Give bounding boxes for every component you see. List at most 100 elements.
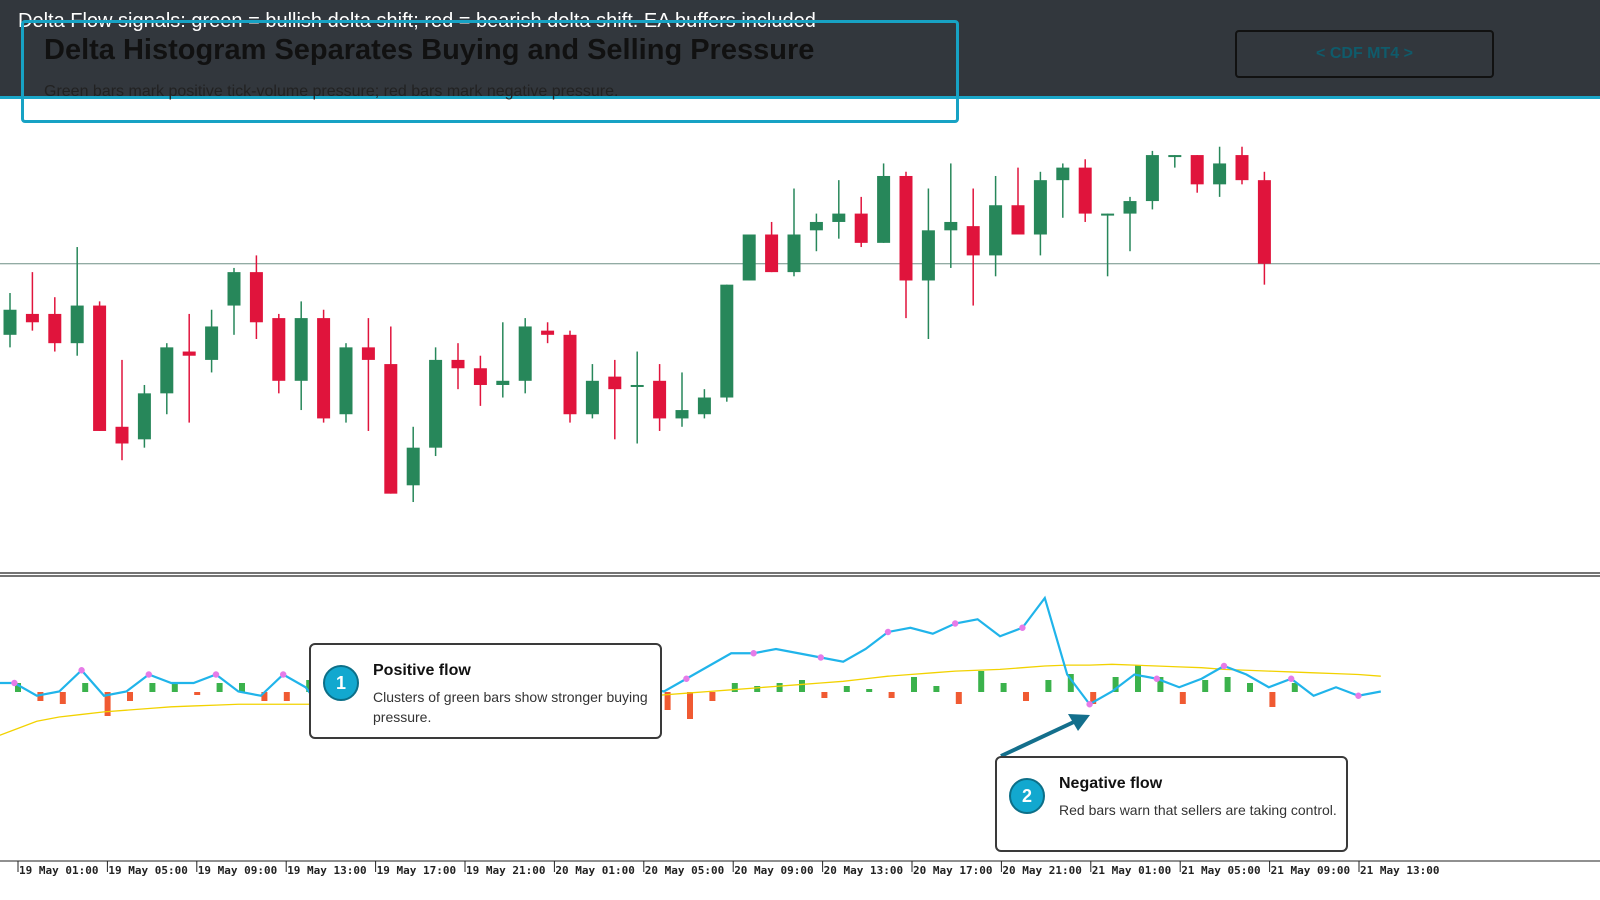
candle-body <box>854 213 868 243</box>
callout-text: Red bars warn that sellers are taking co… <box>1059 802 1337 818</box>
candle-body <box>541 330 555 335</box>
candle-body <box>339 347 353 415</box>
delta-histogram-bar <box>1291 683 1298 692</box>
candle-body <box>742 234 756 281</box>
candle <box>608 359 622 440</box>
callout-number-badge: 1 <box>323 665 359 701</box>
candle <box>1168 155 1182 168</box>
delta-histogram-bar <box>104 692 111 716</box>
candle-body <box>921 230 935 281</box>
candle-body <box>832 213 846 222</box>
pointer-arrow <box>1000 719 1077 758</box>
candle <box>809 213 823 252</box>
candle-body <box>160 347 174 394</box>
candle <box>1190 155 1204 193</box>
delta-histogram-bar <box>1090 692 1097 704</box>
pointer-arrowhead <box>1068 714 1090 731</box>
candle-body <box>3 309 17 335</box>
candle <box>742 234 756 281</box>
candle-body <box>653 380 667 419</box>
candle <box>1078 159 1092 222</box>
candle <box>877 163 891 243</box>
candle <box>25 272 39 331</box>
time-tick-label: 20 May 01:00 <box>555 864 634 877</box>
signal-marker <box>11 679 18 687</box>
candle <box>966 188 980 306</box>
candle <box>473 355 487 406</box>
candle <box>921 188 935 339</box>
delta-histogram-bar <box>15 683 21 692</box>
delta-histogram-bar <box>1224 677 1231 692</box>
candle-body <box>675 410 689 419</box>
candle <box>518 318 532 394</box>
candle <box>339 343 353 423</box>
candle-body <box>1145 155 1159 202</box>
candle-body <box>944 221 958 231</box>
candle-body <box>697 397 711 415</box>
signal-marker <box>145 671 152 678</box>
candle-body <box>1101 213 1115 216</box>
candle-body <box>989 205 1003 256</box>
candle <box>675 372 689 427</box>
candle-body <box>1011 205 1025 235</box>
candle <box>361 318 375 431</box>
chart-subtitle: Green bars mark positive tick-volume pre… <box>44 83 619 100</box>
delta-histogram-bar <box>261 692 268 701</box>
candle-body <box>720 284 734 398</box>
candle-body <box>787 234 801 273</box>
time-tick-label: 19 May 05:00 <box>108 864 187 877</box>
signal-marker <box>884 628 892 636</box>
signal-marker <box>1220 662 1228 670</box>
candle <box>272 313 286 394</box>
cdf-mt4-button[interactable]: < CDF MT4 > <box>1235 30 1494 78</box>
candle <box>630 351 644 444</box>
candle <box>787 188 801 277</box>
delta-histogram-bar <box>37 692 44 701</box>
delta-histogram-bar <box>1157 677 1164 692</box>
candle <box>1257 171 1271 285</box>
candle <box>137 384 151 448</box>
candle-body <box>451 359 465 369</box>
candle <box>317 309 331 423</box>
candle-body <box>1235 155 1249 181</box>
delta-histogram-bar <box>664 692 671 710</box>
delta-histogram-bar <box>843 686 850 692</box>
signal-marker <box>78 667 85 674</box>
time-tick-label: 19 May 13:00 <box>287 864 366 877</box>
candle-body <box>70 305 84 344</box>
candle-body <box>384 364 398 494</box>
candle <box>697 389 711 419</box>
candle-body <box>473 368 487 385</box>
candle-body <box>496 380 510 385</box>
candle <box>182 313 196 423</box>
candle <box>653 364 667 431</box>
delta-histogram-bar <box>59 692 66 704</box>
delta-histogram-bar <box>731 683 738 692</box>
delta-histogram-bar <box>978 671 985 692</box>
candle-body <box>585 380 599 415</box>
title-box: Delta Histogram Separates Buying and Sel… <box>21 20 959 123</box>
callout-positive-flow: 1 Positive flow Clusters of green bars s… <box>309 643 662 739</box>
average-line <box>0 663 1381 736</box>
candle <box>93 301 107 431</box>
candle <box>48 297 62 352</box>
candle-body <box>93 305 107 431</box>
time-tick-label: 20 May 21:00 <box>1002 864 1081 877</box>
candle-body <box>182 351 196 356</box>
pane-separator[interactable] <box>0 572 1600 577</box>
candle-body <box>294 318 308 381</box>
candle-body <box>137 393 151 440</box>
candle <box>1056 163 1070 218</box>
candle <box>944 163 958 268</box>
candle <box>899 171 913 319</box>
candle-body <box>877 175 891 243</box>
delta-histogram-bar <box>1023 692 1029 701</box>
candle-body <box>1033 180 1047 235</box>
delta-histogram-bar <box>1045 680 1052 692</box>
signal-marker <box>1355 692 1362 699</box>
delta-histogram-bar <box>1202 680 1209 692</box>
candle <box>854 196 868 248</box>
candle-body <box>1190 155 1204 185</box>
signal-marker <box>280 671 287 678</box>
candle-body <box>765 234 779 273</box>
